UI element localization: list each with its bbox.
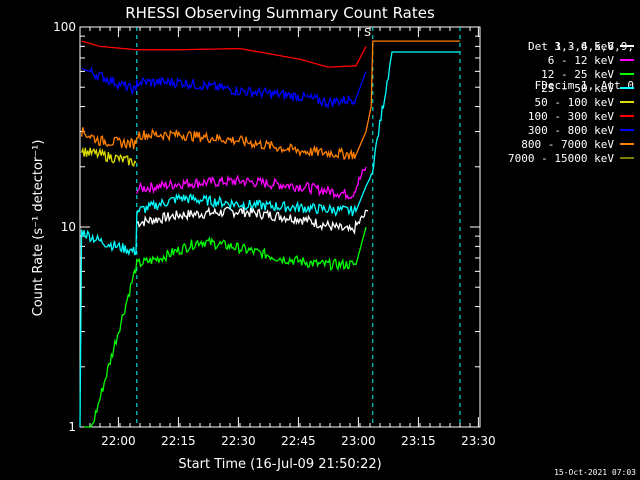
y-axis-label: Count Rate (s⁻¹ detector⁻¹) (31, 140, 46, 317)
x-tick-label: 23:15 (401, 434, 436, 448)
legend-item: 25 - 50 keV (541, 82, 634, 96)
legend-label: 12 - 25 keV (541, 68, 614, 81)
series-line (81, 66, 367, 110)
series-line (136, 166, 367, 201)
plot-frame (79, 26, 481, 428)
series-line (80, 40, 460, 161)
chart-title: RHESSI Observing Summary Count Rates (125, 4, 435, 22)
legend-label: 25 - 50 keV (541, 82, 614, 95)
legend-label: 100 - 300 keV (527, 110, 614, 123)
legend-header: Det 1,3,4,5,6,9, FDecim 1, Att 0 (528, 14, 634, 105)
event-marker: S (364, 26, 371, 39)
legend-item: 100 - 300 keV (528, 110, 634, 124)
legend-swatch (620, 101, 634, 103)
legend-swatch (620, 45, 634, 47)
legend-label: 3 - 6 keV (554, 40, 614, 53)
legend-label: 7000 - 15000 keV (508, 152, 614, 165)
legend-label: 300 - 800 keV (527, 124, 614, 137)
plot-area: 1 10 100 22:00 22:15 22:30 22:45 23:00 23:15 23:3… (53, 20, 496, 448)
legend-swatch (620, 129, 634, 131)
legend-label: 800 - 7000 keV (521, 138, 614, 151)
y-tick-label: 100 (53, 20, 76, 34)
legend-item: 3 - 6 keV (554, 40, 634, 54)
legend-swatch (620, 157, 634, 159)
legend-item: 800 - 7000 keV (521, 138, 634, 152)
x-axis-label: Start Time (16-Jul-09 21:50:22) (178, 457, 381, 472)
legend-label: 50 - 100 keV (534, 96, 614, 109)
series-line (81, 40, 367, 68)
x-tick-label: 22:15 (161, 434, 196, 448)
series-line (79, 51, 460, 428)
legend-label: 6 - 12 keV (547, 54, 614, 67)
series-line (84, 226, 367, 428)
legend-swatch (620, 59, 634, 61)
footer-timestamp: 15-Oct-2021 07:03 (554, 468, 636, 477)
legend-item: 12 - 25 keV (541, 68, 634, 82)
y-tick-label: 10 (61, 220, 76, 234)
x-tick-label: 22:00 (101, 434, 136, 448)
legend-item: 300 - 800 keV (528, 124, 634, 138)
legend-header-line: FDecim 1, Att 0 (534, 79, 634, 92)
x-tick-label: 23:30 (461, 434, 496, 448)
legend-swatch (620, 115, 634, 117)
y-tick-label: 1 (68, 420, 76, 434)
x-tick-label: 23:00 (341, 434, 376, 448)
legend-swatch (620, 87, 634, 89)
series-line (80, 146, 137, 167)
series-line (136, 206, 369, 236)
legend-swatch (620, 143, 634, 145)
legend-item: 7000 - 15000 keV (508, 152, 634, 166)
legend-item: 6 - 12 keV (548, 54, 634, 68)
x-tick-label: 22:30 (221, 434, 256, 448)
legend-swatch (620, 73, 634, 75)
x-tick-label: 22:45 (281, 434, 316, 448)
legend-item: 50 - 100 keV (535, 96, 634, 110)
legend-header-line: Det 1,3,4,5,6,9, (528, 40, 634, 53)
